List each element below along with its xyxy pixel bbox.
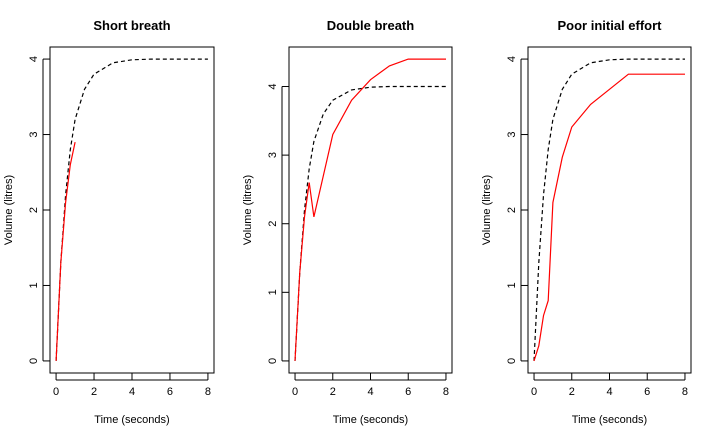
y-tick-label: 1	[28, 282, 40, 288]
x-tick-label: 0	[531, 386, 537, 398]
y-tick-label: 2	[506, 207, 518, 213]
x-axis-label: Time (seconds)	[94, 414, 169, 426]
x-axis-label: Time (seconds)	[333, 414, 408, 426]
y-axis-label: Volume (litres)	[481, 175, 493, 245]
y-tick-label: 0	[267, 358, 279, 364]
y-tick-label: 3	[28, 131, 40, 137]
y-tick-label: 2	[28, 207, 40, 213]
x-tick-label: 8	[443, 386, 449, 398]
chart-panel-poor-initial-effort: Poor initial effort Time (seconds) Volum…	[481, 18, 692, 426]
x-tick-label: 6	[405, 386, 411, 398]
trial-series-line	[294, 58, 446, 361]
y-tick-label: 4	[506, 56, 518, 62]
x-tick-label: 2	[569, 386, 575, 398]
reference-series-line	[55, 58, 208, 361]
x-tick-label: 6	[644, 386, 650, 398]
y-tick-label: 3	[506, 131, 518, 137]
chart-title: Short breath	[93, 18, 170, 33]
y-tick-label: 2	[267, 221, 279, 227]
plot-frame	[49, 46, 215, 374]
chart-title: Double breath	[327, 18, 414, 33]
x-tick-label: 4	[367, 386, 373, 398]
x-tick-label: 4	[606, 386, 612, 398]
y-tick-label: 0	[506, 358, 518, 364]
x-tick-label: 2	[91, 386, 97, 398]
x-tick-label: 2	[330, 386, 336, 398]
chart-panel-double-breath: Double breath Time (seconds) Volume (lit…	[242, 18, 453, 426]
y-tick-label: 1	[506, 282, 518, 288]
x-tick-label: 8	[205, 386, 211, 398]
y-tick-label: 1	[267, 289, 279, 295]
chart-title: Poor initial effort	[558, 18, 663, 33]
chart-panel-short-breath: Short breath Time (seconds) Volume (litr…	[3, 18, 215, 426]
trial-series-line	[55, 141, 76, 361]
y-axis-label: Volume (litres)	[3, 175, 15, 245]
y-axis-label: Volume (litres)	[242, 175, 254, 245]
x-tick-label: 6	[167, 386, 173, 398]
y-tick-label: 4	[267, 83, 279, 89]
y-tick-label: 3	[267, 152, 279, 158]
y-tick-label: 4	[28, 56, 40, 62]
y-tick-label: 0	[28, 358, 40, 364]
reference-series-line	[294, 85, 446, 361]
x-tick-label: 0	[292, 386, 298, 398]
trial-series-line	[533, 73, 685, 362]
reference-series-line	[533, 58, 685, 361]
x-tick-label: 0	[53, 386, 59, 398]
x-tick-label: 4	[129, 386, 135, 398]
x-tick-label: 8	[682, 386, 688, 398]
x-axis-label: Time (seconds)	[572, 414, 647, 426]
